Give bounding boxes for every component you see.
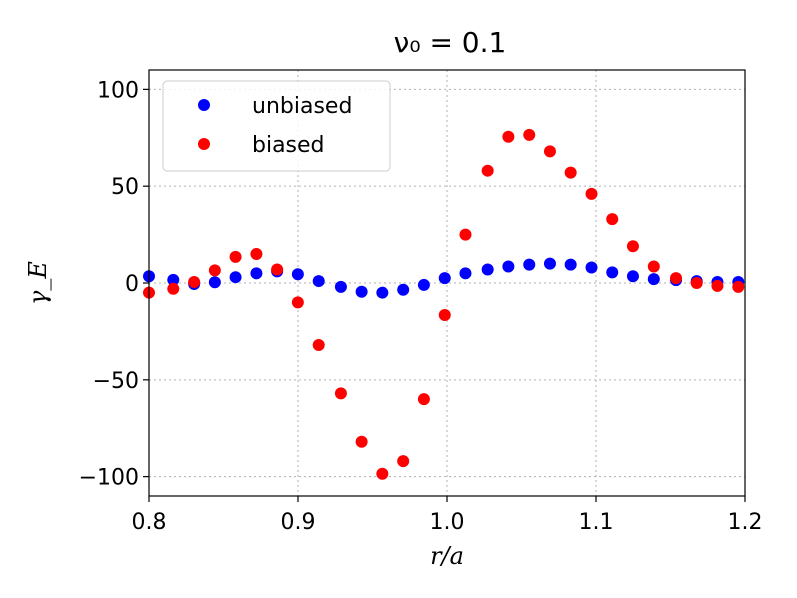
x-axis-label: r/a [430, 542, 464, 570]
biased-point [291, 296, 304, 309]
unbiased-point [543, 257, 556, 270]
biased-point [229, 250, 242, 263]
biased-point [690, 277, 703, 289]
biased-point [585, 187, 598, 200]
data-points [143, 128, 745, 480]
legend-marker-biased [198, 138, 210, 150]
biased-point [626, 240, 639, 253]
unbiased-point [229, 271, 242, 284]
biased-point [523, 128, 536, 141]
biased-point [670, 272, 683, 285]
unbiased-point [291, 268, 304, 281]
biased-point [438, 308, 451, 321]
unbiased-point [312, 275, 325, 288]
x-tick-label: 1.1 [579, 510, 614, 535]
biased-point [334, 387, 347, 400]
unbiased-point [397, 283, 410, 296]
x-tick-label: 1.2 [728, 510, 763, 535]
unbiased-point [355, 285, 368, 298]
unbiased-point [417, 278, 430, 291]
x-tick-label: 0.9 [281, 510, 316, 535]
biased-point [355, 435, 368, 448]
legend-label-unbiased: unbiased [252, 94, 352, 119]
biased-series [143, 128, 745, 480]
biased-point [647, 260, 660, 273]
x-tick-label: 0.8 [132, 510, 167, 535]
biased-point [271, 263, 284, 276]
unbiased-point [626, 270, 639, 283]
unbiased-point [438, 272, 451, 285]
legend-marker-unbiased [198, 99, 210, 111]
biased-point [543, 145, 556, 158]
unbiased-point [459, 267, 472, 280]
legend: unbiased biased [162, 80, 391, 172]
biased-point [250, 247, 263, 260]
unbiased-point [606, 266, 619, 279]
unbiased-point [647, 273, 660, 286]
unbiased-point [167, 273, 180, 286]
biased-point [502, 130, 515, 143]
biased-point [481, 164, 494, 177]
legend-label-biased: biased [252, 133, 325, 158]
biased-point [417, 393, 430, 406]
y-tick-label: 50 [111, 175, 139, 200]
y-tick-label: −50 [93, 369, 139, 394]
biased-point [188, 276, 201, 289]
unbiased-point [564, 258, 577, 271]
biased-point [208, 264, 221, 277]
y-axis-label: γ_E [24, 261, 52, 305]
biased-point [376, 467, 389, 480]
unbiased-point [585, 261, 598, 274]
unbiased-point [502, 260, 515, 273]
unbiased-point [376, 286, 389, 299]
biased-point [732, 280, 745, 293]
y-tick-label: −100 [79, 466, 139, 491]
axis-ticks: 0.8 0.9 1.0 1.1 1.2 100 50 0 −50 −100 [79, 78, 763, 535]
y-tick-label: 0 [125, 272, 139, 297]
chart-title: ν₀ = 0.1 [394, 26, 507, 59]
biased-point [711, 279, 724, 292]
biased-point [312, 338, 325, 351]
unbiased-point [523, 258, 536, 271]
unbiased-point [208, 276, 221, 289]
biased-point [397, 455, 410, 468]
biased-point [459, 228, 472, 241]
x-tick-label: 1.0 [430, 510, 465, 535]
biased-point [564, 166, 577, 179]
biased-point [167, 282, 180, 295]
y-tick-label: 100 [97, 78, 139, 103]
unbiased-point [481, 263, 494, 276]
biased-point [606, 213, 619, 226]
unbiased-point [334, 280, 347, 293]
legend-box [162, 80, 391, 172]
unbiased-point [250, 267, 263, 280]
